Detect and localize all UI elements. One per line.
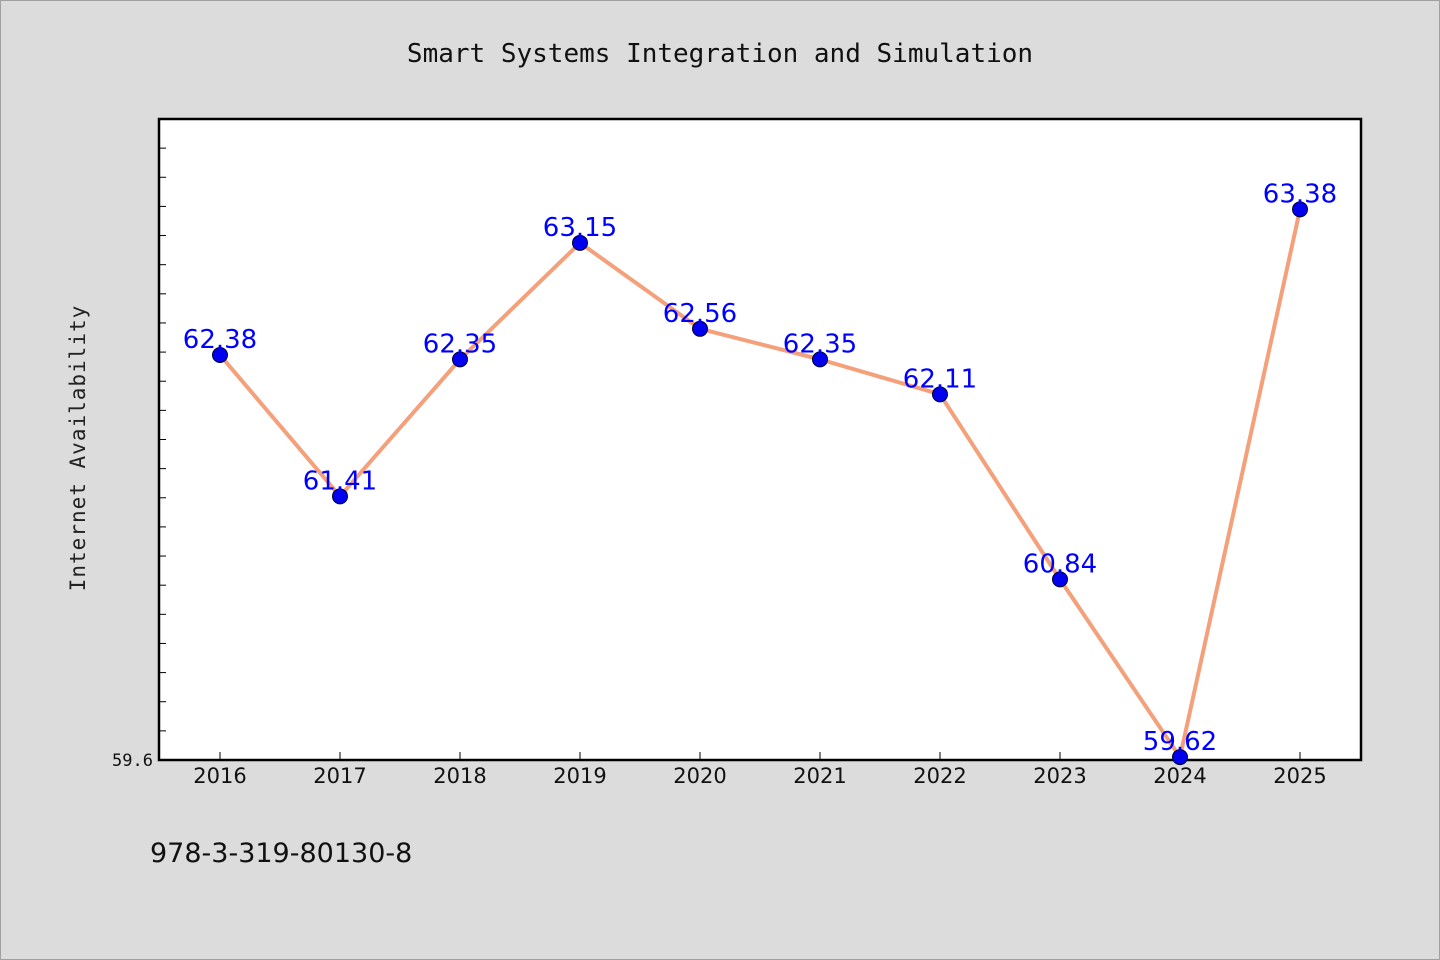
x-tick-label: 2023	[1033, 764, 1086, 788]
data-label: 62.38	[183, 325, 257, 355]
x-tick-label: 2019	[553, 764, 606, 788]
x-tick-label: 2017	[313, 764, 366, 788]
data-point-marker	[1172, 749, 1188, 766]
y-axis-ticks	[159, 118, 166, 761]
x-tick-label: 2024	[1153, 764, 1206, 788]
x-tick-label: 2021	[793, 764, 846, 788]
x-tick-label: 2025	[1273, 764, 1326, 788]
x-tick-label: 2022	[913, 764, 966, 788]
data-label: 59.62	[1143, 727, 1217, 757]
isbn-text: 978-3-319-80130-8	[150, 838, 412, 869]
data-point-marker	[1292, 201, 1308, 218]
data-label: 62.35	[783, 329, 857, 359]
data-point-marker	[1052, 571, 1068, 588]
y-tick-label: 59.6	[112, 751, 153, 771]
data-labels: 62.38 61.41 62.35 63.15 62.56 62.35 62.11 60.84…	[183, 179, 1337, 757]
series-markers	[212, 201, 1308, 766]
data-point-marker	[212, 347, 228, 364]
x-axis-ticks	[219, 752, 1301, 760]
x-tick-label: 2016	[193, 764, 246, 788]
x-tick-label: 2018	[433, 764, 486, 788]
data-label: 62.56	[663, 299, 737, 329]
data-point-marker	[452, 351, 468, 368]
data-label: 61.41	[303, 466, 377, 496]
data-point-marker	[572, 234, 588, 251]
y-axis-label: Internet Availability	[66, 305, 90, 592]
x-tick-label: 2020	[673, 764, 726, 788]
data-point-marker	[332, 488, 348, 505]
data-label: 63.15	[543, 213, 617, 243]
plot-area	[157, 117, 1363, 762]
x-axis-tick-labels: 2016 2017 2018 2019 2020 2021 2022 2023 2024 2025	[193, 764, 1326, 788]
data-point-marker	[692, 320, 708, 337]
chart-title: Smart Systems Integration and Simulation	[407, 39, 1033, 69]
data-label: 63.38	[1263, 179, 1337, 209]
series-line	[218, 208, 1302, 760]
data-point-marker	[932, 386, 948, 403]
data-label: 62.11	[903, 364, 977, 394]
data-point-marker	[812, 351, 828, 368]
data-label: 60.84	[1023, 549, 1097, 579]
data-label: 62.35	[423, 329, 497, 359]
